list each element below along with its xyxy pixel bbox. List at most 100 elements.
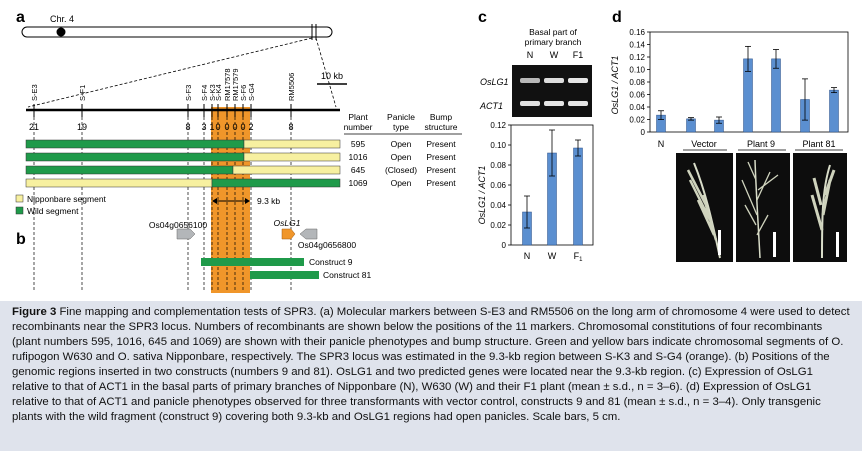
bar [573,147,583,246]
y-tick-label: 0.08 [490,161,506,170]
gene-arrow-1 [176,228,196,240]
table-cell: (Closed) [385,165,417,175]
x-tick-label: W [548,251,557,261]
table-cell: Open [391,152,412,162]
panicle-photo-vector [676,153,733,262]
caption-fig-label: Figure 3 [12,306,57,318]
construct-9-label: Construct 9 [309,257,353,267]
chromosome-bar [21,26,333,38]
marker-name: S-F3 [184,85,193,101]
bar [686,118,696,133]
panicle-photo-plant81 [793,153,847,262]
figure-canvas: a Chr. 4 10 kb S-E3 S-F1 S-F3 S-F4 S-K3S-K4 R… [15,9,849,293]
recombinant-count: 0 [240,122,245,132]
legend-swatch-wild [15,206,24,215]
legend-swatch-nipponbare [15,194,24,203]
recombinant-bars [25,139,341,188]
recombinant-count: 0 [215,122,220,132]
table-cell: 595 [351,139,365,149]
gene-label-1: Os04g0656100 [149,220,207,230]
chart-d: 0 0.02 0.04 0.06 0.08 0.10 0.12 0.14 0.16 [629,28,849,137]
recombinant-count: 19 [77,122,87,132]
marker-name: S-K3 [208,84,217,101]
recombinant-count: 0 [224,122,229,132]
y-tick-label: 0.04 [629,103,645,112]
table-cell: Open [391,139,412,149]
chart-d-ylabel: OsLG1 / ACT1 [610,56,620,115]
group-label: Plant 9 [747,139,775,149]
panel-a-label: a [16,9,25,26]
col-bump-l1: Bump [430,112,452,122]
marker-name: S-F4 [200,85,209,101]
marker-name: RM5506 [287,73,296,101]
group-label: Plant 81 [802,139,835,149]
panel-d-label: d [612,9,622,26]
y-tick-label: 0 [502,241,507,250]
panicle-photo-plant9 [736,153,790,262]
marker-name: S-K4 [214,84,223,101]
recombinant-count: 2 [248,122,253,132]
table-cell: Present [426,139,456,149]
lane-label: F1 [573,50,584,60]
construct-81-bar [250,271,319,279]
col-panicle-l2: type [393,122,409,132]
panel-b-label: b [16,231,26,248]
bar [829,89,839,133]
gene-arrow-3 [299,228,318,240]
y-tick-label: 0.10 [490,141,506,150]
gene-arrow-oslg1 [281,228,296,240]
col-panicle-l1: Panicle [387,112,415,122]
recombinant-count: 8 [185,122,190,132]
y-tick-label: 0.06 [629,91,645,100]
scale-bar-label: 10 kb [321,71,343,81]
chromosome-label: Chr. 4 [50,14,74,24]
figure-caption: Figure 3 Fine mapping and complementatio… [0,301,862,451]
recombinant-count: 1 [209,122,214,132]
y-tick-label: 0.14 [629,41,645,50]
table-cell: 1069 [349,178,368,188]
gel-image [512,65,592,117]
table-cell: Present [426,165,456,175]
y-tick-label: 0.16 [629,28,645,37]
chart-c-ylabel: OsLG1 / ACT1 [477,166,487,225]
gene-label-oslg1: OsLG1 [274,218,301,228]
construct-9-bar [201,258,304,266]
y-tick-label: 0.12 [629,53,645,62]
y-tick-label: 0.02 [629,116,645,125]
chart-c: 0 0.02 0.04 0.06 0.08 0.10 0.12 N W F1 [490,121,594,263]
gel-row-oslg1: OsLG1 [480,77,509,87]
y-tick-label: 0.02 [490,221,506,230]
marker-name: S-F6 [239,85,248,101]
marker-name: S-E3 [30,84,39,101]
centromere [56,27,66,37]
y-tick-label: 0 [641,128,646,137]
marker-group: S-E3 S-F1 S-F3 S-F4 S-K3S-K4 RM17578 RM17579 S-… [29,68,296,292]
y-tick-label: 0.06 [490,181,506,190]
legend-nipponbare: Nipponbare segment [27,194,107,204]
col-plant-l2: number [344,122,373,132]
recombinant-count: 3 [201,122,206,132]
x-tick-label: F1 [574,251,584,263]
marker-name: S-F1 [78,85,87,101]
gel-title-l2: primary branch [525,37,582,47]
table-cell: Present [426,178,456,188]
lane-label: N [527,50,534,60]
recombinant-count: 8 [288,122,293,132]
marker-name: RM17578 [223,68,232,101]
recombinant-count: 0 [232,122,237,132]
gel-bands [520,78,588,106]
legend-wild: Wild segment [27,206,79,216]
panel-c-label: c [478,9,487,26]
marker-name: S-G4 [247,83,256,101]
recombinant-table: 595 Open Present 1016 Open Present 645 (… [349,139,457,188]
x-tick-label: N [524,251,531,261]
gene-label-3: Os04g0656800 [298,240,356,250]
group-label: Vector [691,139,717,149]
table-cell: 645 [351,165,365,175]
table-cell: Present [426,152,456,162]
caption-text: Fine mapping and complementation tests o… [12,306,850,423]
table-cell: Open [391,178,412,188]
table-cell: 1016 [349,152,368,162]
y-tick-label: 0.12 [490,121,506,130]
group-label: N [658,139,665,149]
